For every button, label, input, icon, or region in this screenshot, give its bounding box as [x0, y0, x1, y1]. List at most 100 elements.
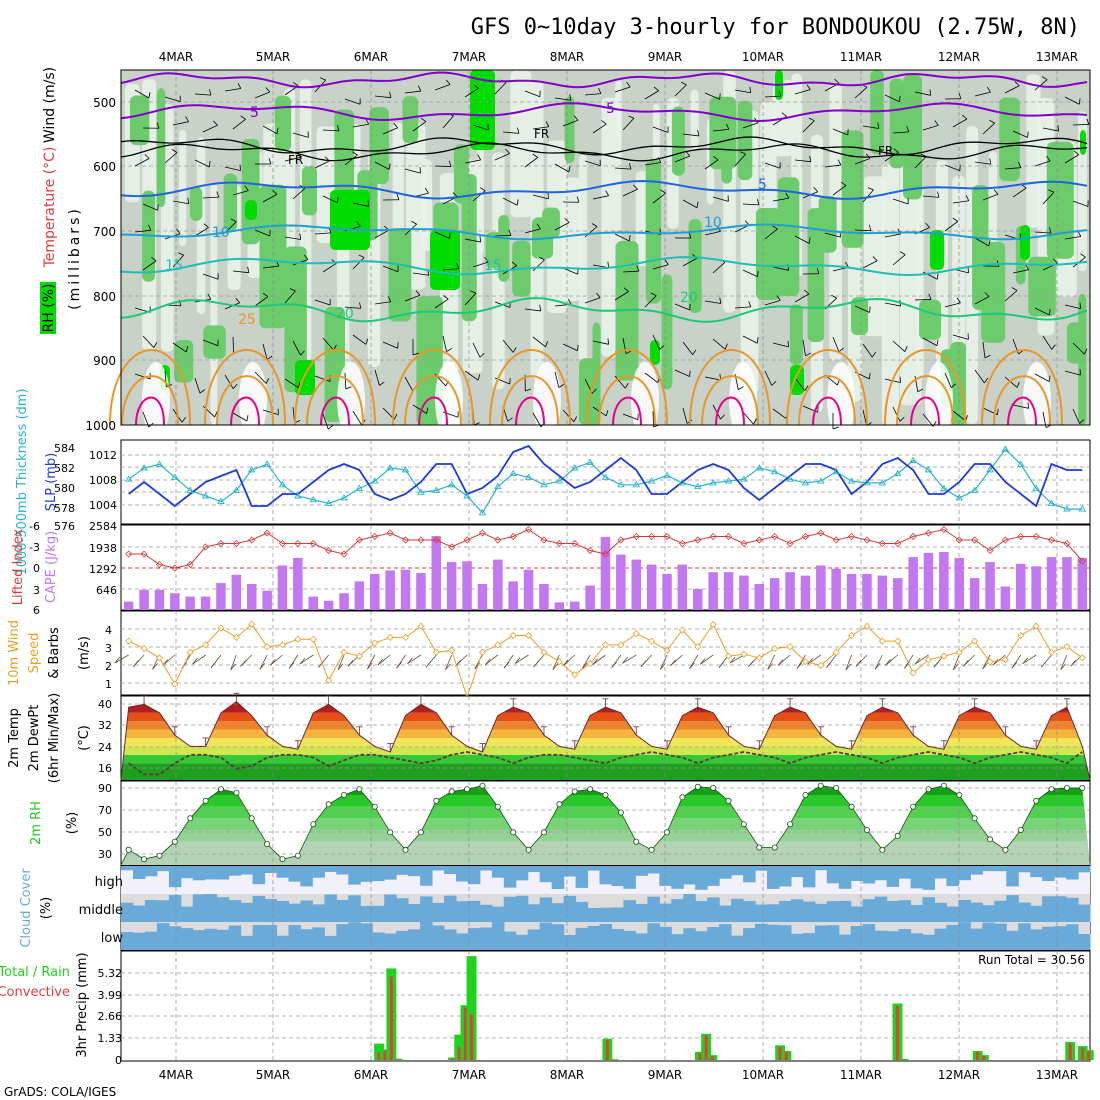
- cloud-cover-cell: [635, 903, 648, 922]
- cloud-cover-cell: [420, 866, 433, 886]
- wind-barb-flag: [626, 82, 631, 88]
- wind10-barb-shaft: [299, 654, 314, 665]
- wind-barb-flag: [356, 221, 361, 227]
- thickness-point: [494, 482, 502, 490]
- wind-barb-shaft: [1012, 269, 1029, 274]
- pressure-tick: 900: [93, 354, 116, 368]
- wind-barb-shaft: [622, 188, 638, 197]
- wind-barb-shaft: [412, 121, 427, 132]
- wind-barb-shaft: [974, 91, 991, 97]
- wind-barb-shaft: [824, 164, 841, 168]
- wind-barb-flag: [629, 163, 632, 170]
- wind10-barb-flag: [963, 660, 969, 667]
- wind10-barb-shaft: [445, 654, 453, 670]
- wind10-barb-flag: [152, 663, 158, 670]
- thickness-point: [1001, 445, 1010, 452]
- wind-barb-flag: [268, 158, 272, 165]
- wind10-speed-point: [909, 669, 917, 677]
- wind-barb-shaft: [164, 96, 181, 103]
- cloud-cover-cell: [802, 933, 816, 950]
- li-tick: 0: [33, 562, 40, 575]
- wind-barb-shaft: [434, 165, 452, 167]
- pressure-tick: 700: [93, 225, 116, 239]
- wind10-speed-point: [740, 650, 748, 658]
- lifted-index-point: [263, 529, 271, 537]
- rh-band-moist: [755, 208, 781, 301]
- cloud-cover-cell: [1030, 866, 1043, 878]
- wind-barb-shaft: [742, 203, 759, 206]
- wind-barb-shaft: [772, 342, 789, 348]
- wind-barb-flag: [738, 386, 744, 390]
- cloud-cover-cell: [348, 866, 361, 885]
- thickness-tick: 584: [54, 442, 75, 455]
- wind-barb-shaft: [974, 369, 985, 384]
- cape-bar: [308, 596, 318, 610]
- wind-barb-flag: [320, 77, 326, 81]
- lifted-index-point: [1017, 532, 1025, 541]
- rh-point: [971, 815, 978, 822]
- contour-30-loop: [135, 396, 165, 426]
- top-date-label: 4MAR: [159, 50, 194, 64]
- wind-barb-flag: [920, 153, 927, 157]
- cape-bar: [1000, 586, 1011, 610]
- top-date-label: 5MAR: [256, 50, 291, 64]
- contour-minus5-a: [120, 71, 1088, 89]
- cloud-cover-cell: [695, 901, 708, 922]
- contour-25-inner: [306, 375, 364, 426]
- lifted-index-point: [294, 539, 302, 548]
- wind-barb-flag: [664, 259, 669, 265]
- wind-barb-shaft: [1064, 370, 1081, 376]
- thickness-point: [863, 479, 871, 486]
- cloud-cover-cell: [599, 924, 612, 950]
- cloud-cover-cell: [886, 901, 900, 922]
- cloud-cover-cell: [503, 866, 517, 888]
- contour-25-inner: [896, 375, 954, 426]
- rh-point: [264, 841, 271, 848]
- wind-barb-flag: [532, 153, 539, 158]
- wind-barb-shaft: [202, 124, 218, 133]
- cloud-cover-cell: [204, 866, 218, 880]
- rh-band-moist: [841, 130, 864, 248]
- thickness-point: [632, 480, 641, 488]
- wind-barb-flag: [1084, 348, 1088, 355]
- precip-tick: 1.33: [98, 1032, 123, 1045]
- cloud-cover-cell: [432, 902, 445, 922]
- cloud-cover-cell: [982, 866, 995, 872]
- thickness-point: [524, 473, 533, 480]
- cloud-cover-cell: [360, 905, 373, 922]
- wind-barb-shaft: [592, 123, 607, 134]
- rh-band-dry: [196, 137, 206, 315]
- wind10-barb-flag: [729, 656, 736, 664]
- ylabel-speed: Speed: [27, 633, 42, 674]
- cloud-cover-cell: [467, 900, 481, 922]
- wind-barb-flag: [598, 87, 602, 94]
- bottom-date-label: 5MAR: [256, 1068, 291, 1082]
- rh-point: [1079, 785, 1086, 792]
- wind-barb-shaft: [832, 336, 840, 352]
- cloud-cover-cell: [168, 895, 182, 922]
- wind-barb-shaft: [892, 340, 906, 353]
- contour-25-loop: [204, 349, 286, 426]
- contour-label: 25: [238, 312, 256, 328]
- cloud-cover-cell: [838, 900, 852, 922]
- wind-barb-flag: [1048, 375, 1051, 382]
- wind-barb-flag: [871, 352, 877, 358]
- cloud-cover-cell: [767, 866, 780, 889]
- wind-barb-flag: [865, 153, 871, 159]
- rh-point: [325, 801, 332, 808]
- wind-barb-shaft: [554, 371, 560, 388]
- wind10-barb-flag: [1011, 662, 1018, 669]
- wind-barb-shaft: [134, 229, 151, 233]
- cloud-cover-cell: [946, 924, 959, 950]
- wind-barb-shaft: [1034, 373, 1050, 382]
- temp-band: [121, 738, 1090, 747]
- lifted-index-point: [186, 560, 194, 569]
- wind-barb-shaft: [652, 334, 660, 350]
- lifted-index-point: [678, 539, 686, 548]
- wind-barb-shaft: [1072, 408, 1080, 424]
- wind-barb-shaft: [742, 335, 758, 344]
- wind-barb-shaft: [1064, 304, 1081, 309]
- cape-bars: [123, 536, 1087, 610]
- wind10-barb-flag: [425, 661, 432, 668]
- rh-point: [479, 782, 486, 789]
